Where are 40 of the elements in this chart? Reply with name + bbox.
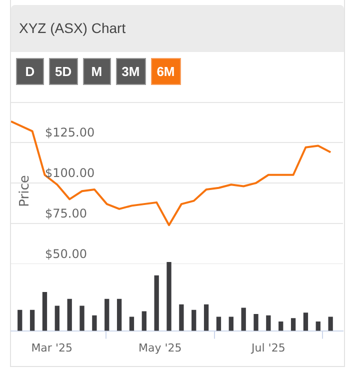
text: 6M [150, 58, 181, 85]
bar [166, 262, 172, 331]
bar [154, 275, 159, 331]
y-tick-label: $100.00 [45, 166, 95, 180]
x-tick-label: May '25 [138, 341, 182, 354]
bar [254, 314, 258, 331]
bar [192, 310, 196, 331]
bar [328, 316, 333, 331]
bar [266, 315, 271, 331]
bar [42, 292, 48, 331]
bar [104, 298, 110, 331]
bar [30, 310, 35, 331]
bar [54, 306, 60, 331]
y-tick-label: $50.00 [45, 247, 87, 262]
y-tick-label: $125.00 [45, 126, 95, 140]
bar [316, 322, 320, 331]
bar [278, 322, 284, 331]
text: D [16, 58, 44, 85]
bar [129, 316, 134, 331]
bar [142, 311, 146, 331]
x-tick-label: Mar '25 [31, 341, 72, 354]
bar [290, 318, 296, 331]
bar [241, 308, 246, 331]
text: 5D [49, 58, 78, 85]
bar [216, 316, 222, 331]
x-tick-label: Jul '25 [250, 341, 286, 354]
text: 3M [116, 58, 146, 85]
bar [116, 298, 122, 331]
bar [80, 306, 84, 331]
bar [92, 315, 97, 331]
chart-title: XYZ (ASX) Chart [19, 20, 126, 36]
bar [303, 312, 308, 331]
y-axis-title: Price [17, 175, 32, 207]
bar [67, 298, 72, 331]
bar [18, 310, 22, 331]
y-tick-label: $75.00 [45, 206, 87, 221]
bar [204, 304, 209, 331]
bar [228, 316, 234, 331]
text: M [82, 58, 111, 85]
bar [179, 304, 184, 331]
